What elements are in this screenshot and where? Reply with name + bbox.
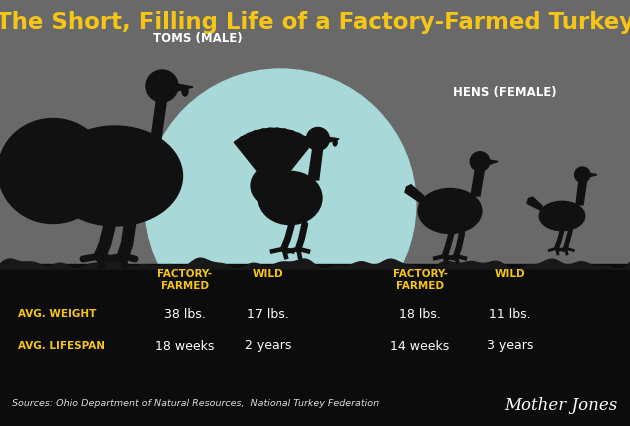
Polygon shape	[273, 129, 293, 191]
Ellipse shape	[45, 132, 125, 216]
Text: 18 weeks: 18 weeks	[156, 340, 215, 352]
Polygon shape	[247, 131, 273, 191]
Ellipse shape	[539, 201, 585, 231]
Text: 17 lbs.: 17 lbs.	[247, 308, 289, 320]
Ellipse shape	[258, 171, 322, 225]
Text: WILD: WILD	[495, 269, 525, 279]
Polygon shape	[261, 128, 273, 191]
Text: Sources: Ohio Department of Natural Resources,  National Turkey Federation: Sources: Ohio Department of Natural Reso…	[12, 399, 379, 408]
Ellipse shape	[418, 188, 482, 233]
Ellipse shape	[47, 126, 183, 226]
Text: FACTORY-
FARMED: FACTORY- FARMED	[158, 269, 212, 291]
Polygon shape	[150, 96, 167, 146]
Text: FACTORY-
FARMED: FACTORY- FARMED	[392, 269, 447, 291]
Text: 14 weeks: 14 weeks	[391, 340, 450, 352]
Polygon shape	[273, 131, 301, 191]
Ellipse shape	[251, 165, 296, 206]
Ellipse shape	[333, 138, 337, 146]
Polygon shape	[268, 128, 278, 191]
Bar	[0, 264, 630, 426]
Text: Mother Jones: Mother Jones	[505, 397, 618, 414]
Text: TOMS (MALE): TOMS (MALE)	[153, 32, 243, 45]
Polygon shape	[234, 137, 273, 191]
Polygon shape	[273, 133, 307, 191]
Polygon shape	[177, 84, 193, 91]
Polygon shape	[254, 129, 273, 191]
Text: AVG. LIFESPAN: AVG. LIFESPAN	[18, 341, 105, 351]
Ellipse shape	[182, 86, 188, 96]
Polygon shape	[471, 169, 484, 196]
Text: AVG. WEIGHT: AVG. WEIGHT	[18, 309, 96, 319]
Circle shape	[306, 127, 329, 150]
Polygon shape	[273, 137, 313, 191]
Text: 38 lbs.: 38 lbs.	[164, 308, 206, 320]
Polygon shape	[527, 197, 542, 210]
Polygon shape	[405, 185, 424, 204]
Polygon shape	[308, 147, 323, 180]
Text: The Short, Filling Life of a Factory-Farmed Turkey: The Short, Filling Life of a Factory-Far…	[0, 11, 630, 34]
Text: WILD: WILD	[253, 269, 284, 279]
Polygon shape	[273, 128, 286, 191]
Ellipse shape	[0, 118, 108, 224]
Text: 3 years: 3 years	[487, 340, 533, 352]
Polygon shape	[576, 181, 587, 205]
Circle shape	[575, 167, 590, 182]
Circle shape	[145, 69, 416, 340]
Circle shape	[146, 70, 178, 102]
Circle shape	[470, 152, 490, 171]
Polygon shape	[241, 133, 273, 191]
Text: 11 lbs.: 11 lbs.	[489, 308, 531, 320]
Text: HENS (FEMALE): HENS (FEMALE)	[453, 86, 557, 99]
Polygon shape	[328, 137, 339, 142]
Polygon shape	[589, 173, 597, 177]
Text: 18 lbs.: 18 lbs.	[399, 308, 441, 320]
Text: 2 years: 2 years	[245, 340, 291, 352]
Polygon shape	[489, 160, 498, 164]
